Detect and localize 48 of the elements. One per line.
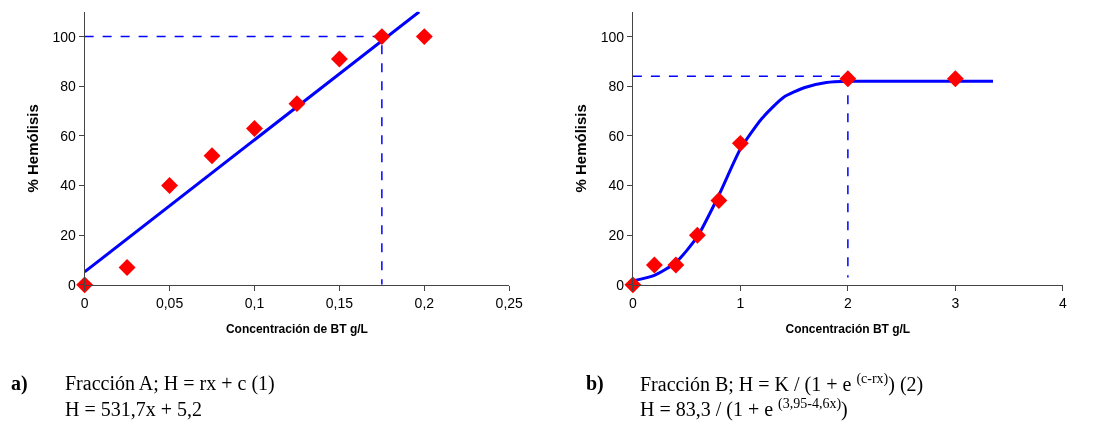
point xyxy=(415,28,433,46)
point xyxy=(288,95,306,113)
point xyxy=(330,50,348,68)
x-tick-label: 0,05 xyxy=(155,294,184,311)
y-tick-label: 0 xyxy=(616,276,625,293)
x-axis-title: Concentración BT g/L xyxy=(785,321,911,336)
y-tick-label: 0 xyxy=(68,276,77,293)
text: Fracción A; H = rx + c (1) xyxy=(65,372,275,395)
y-tick-label: 40 xyxy=(608,177,625,194)
x-tick-label: 4 xyxy=(1058,294,1067,311)
point xyxy=(161,177,179,194)
x-tick-label: 2 xyxy=(843,294,852,311)
x-tick-label: 0,15 xyxy=(325,294,354,311)
x-tick-label: 1 xyxy=(736,294,745,311)
y-axis-title: % Hemólisis xyxy=(571,104,589,193)
y-tick-label: 100 xyxy=(52,28,77,45)
y-tick-label: 60 xyxy=(60,127,77,144)
point xyxy=(688,226,706,244)
text: H = 83,3 / (1 + e $^{(3,95-4,6x)}$) xyxy=(640,396,848,422)
text: H = 531,7x + 5,2 xyxy=(65,398,203,420)
x-axis-title: Concentración de BT g/L xyxy=(225,321,368,336)
y-tick-label: 60 xyxy=(608,127,625,144)
point xyxy=(118,259,136,276)
x-tick-label: 0 xyxy=(628,294,637,311)
point xyxy=(373,28,391,46)
point xyxy=(710,191,728,209)
point xyxy=(946,70,964,88)
point xyxy=(246,120,263,137)
y-tick-label: 100 xyxy=(600,28,625,45)
point xyxy=(731,134,749,152)
y-tick-label: 80 xyxy=(60,78,77,95)
text: Fracción B; H = K / (1 + e $^{(c-rx)}$) (2) xyxy=(640,371,924,397)
x-tick-label: 0,25 xyxy=(495,294,524,311)
point xyxy=(203,147,221,165)
y-tick-label: 20 xyxy=(60,227,77,244)
text: b) xyxy=(586,372,604,395)
y-tick-label: 20 xyxy=(608,227,625,244)
y-tick-label: 80 xyxy=(608,78,625,95)
x-tick-label: 0,1 xyxy=(244,294,265,311)
point xyxy=(839,70,857,88)
y-axis-title: % Hemólisis xyxy=(23,104,41,193)
x-tick-label: 0,2 xyxy=(414,294,435,311)
x-tick-label: 3 xyxy=(951,294,960,311)
point xyxy=(667,256,685,274)
y-tick-label: 40 xyxy=(60,177,77,194)
text: a) xyxy=(11,372,28,395)
x-tick-label: 0 xyxy=(80,294,89,311)
point xyxy=(645,256,663,274)
